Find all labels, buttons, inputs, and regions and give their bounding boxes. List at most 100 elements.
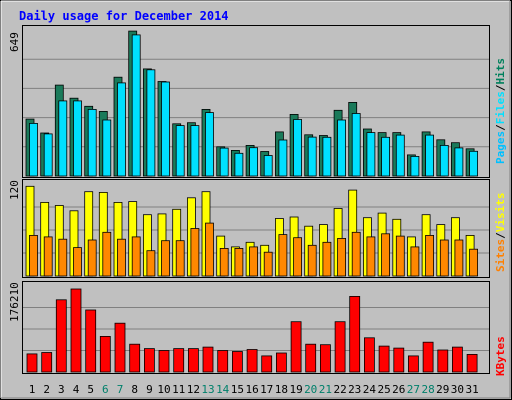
bar-kbytes-day-13 (202, 346, 214, 373)
bar-kbytes-day-21 (319, 344, 331, 373)
bar-files-day-13 (205, 112, 214, 177)
legend-sep-2: / (494, 84, 507, 91)
bar-sites-day-8 (131, 236, 141, 277)
bar-files-day-17 (263, 155, 273, 177)
bar-files-day-3 (58, 100, 68, 177)
bar-kbytes-day-28 (422, 341, 434, 373)
legend-bot: KBytes (494, 336, 507, 376)
bar-kbytes-day-18 (275, 352, 287, 373)
bar-kbytes-day-15 (231, 351, 243, 373)
bar-sites-day-24 (366, 236, 376, 277)
x-label-day-28: 28 (421, 383, 434, 396)
bar-sites-day-23 (351, 231, 361, 277)
bar-sites-day-10 (161, 240, 170, 277)
bar-sites-day-29 (439, 239, 449, 277)
bar-files-day-30 (454, 147, 464, 177)
x-label-day-29: 29 (436, 383, 449, 396)
bar-sites-day-13 (205, 222, 214, 277)
bar-files-day-18 (278, 139, 288, 177)
bar-kbytes-day-24 (363, 337, 375, 373)
x-label-day-1: 1 (29, 383, 36, 396)
bar-kbytes-day-16 (246, 349, 258, 373)
bar-sites-day-6 (102, 231, 112, 277)
bar-kbytes-day-5 (85, 309, 97, 373)
bar-sites-day-7 (117, 238, 126, 277)
x-label-day-10: 10 (157, 383, 170, 396)
bar-files-day-21 (322, 136, 332, 177)
y-max-label-mid: 120 (8, 180, 21, 200)
x-label-day-23: 23 (348, 383, 361, 396)
legend-sep-3: / (494, 232, 507, 239)
bar-files-day-2 (43, 133, 53, 177)
bar-files-day-27 (410, 155, 420, 177)
bar-sites-day-20 (307, 244, 317, 277)
bar-files-day-5 (87, 109, 97, 177)
bar-files-day-23 (351, 113, 361, 177)
bar-sites-day-16 (249, 246, 259, 277)
legend-sites: Sites (494, 239, 507, 272)
x-label-day-24: 24 (363, 383, 377, 396)
bar-kbytes-day-8 (129, 343, 141, 373)
bar-sites-day-31 (469, 248, 479, 277)
bar-kbytes-day-30 (451, 346, 463, 373)
bar-sites-day-19 (293, 237, 303, 277)
bar-sites-day-17 (263, 251, 273, 277)
bar-kbytes-day-2 (41, 352, 53, 373)
x-label-day-8: 8 (131, 383, 138, 396)
x-label-day-26: 26 (392, 383, 405, 396)
bar-files-day-7 (117, 82, 126, 177)
x-label-day-18: 18 (275, 383, 288, 396)
bars (25, 30, 479, 373)
legend-files: Files (494, 91, 507, 124)
bar-sites-day-25 (381, 233, 391, 277)
bar-kbytes-day-6 (99, 335, 111, 373)
bar-files-day-31 (469, 150, 479, 177)
x-label-day-11: 11 (172, 383, 185, 396)
bar-kbytes-day-26 (393, 347, 405, 373)
bar-sites-day-15 (234, 247, 244, 277)
bar-files-day-11 (175, 125, 185, 177)
legend-mid: Sites/Visits (494, 193, 507, 273)
bar-files-day-29 (439, 144, 449, 177)
bar-kbytes-day-10 (158, 350, 170, 373)
bar-files-day-20 (307, 136, 317, 177)
chart-title: Daily usage for December 2014 (19, 9, 229, 23)
bar-kbytes-day-3 (55, 299, 67, 373)
x-label-day-9: 9 (146, 383, 153, 396)
bar-kbytes-day-29 (437, 349, 449, 373)
bar-files-day-26 (395, 134, 405, 177)
legend-visits: Visits (494, 193, 507, 233)
x-label-day-27: 27 (407, 383, 420, 396)
bar-sites-day-27 (410, 246, 420, 277)
y-max-label-top: 649 (8, 32, 21, 52)
bar-sites-day-26 (395, 235, 405, 277)
bar-sites-day-22 (337, 237, 347, 277)
bar-files-day-1 (29, 123, 38, 177)
bar-kbytes-day-14 (217, 350, 229, 373)
x-label-day-7: 7 (117, 383, 124, 396)
bar-sites-day-5 (87, 239, 97, 277)
x-label-day-15: 15 (231, 383, 244, 396)
x-label-day-20: 20 (304, 383, 317, 396)
bar-files-day-16 (249, 147, 259, 177)
bar-kbytes-day-31 (466, 353, 478, 373)
bar-files-day-10 (161, 81, 170, 177)
x-label-day-14: 14 (216, 383, 230, 396)
bar-files-day-19 (293, 119, 303, 177)
bar-kbytes-day-22 (334, 321, 346, 373)
x-axis-labels: 1 2 3 4 5 6 7 8 9 10 11 12 13 14 15 16 17 18 19 20 21 22 23 24 2… (29, 383, 479, 396)
bar-kbytes-day-11 (173, 348, 185, 373)
bar-sites-day-2 (43, 236, 53, 277)
bar-kbytes-day-25 (378, 345, 390, 373)
x-label-day-13: 13 (201, 383, 214, 396)
bar-kbytes-day-20 (305, 343, 317, 373)
bar-kbytes-day-4 (70, 288, 82, 373)
bar-sites-day-28 (425, 234, 435, 277)
legend-hits: Hits (494, 58, 507, 85)
x-label-day-6: 6 (102, 383, 109, 396)
bar-files-day-25 (381, 136, 391, 177)
x-label-day-25: 25 (377, 383, 390, 396)
bar-sites-day-21 (322, 241, 332, 277)
